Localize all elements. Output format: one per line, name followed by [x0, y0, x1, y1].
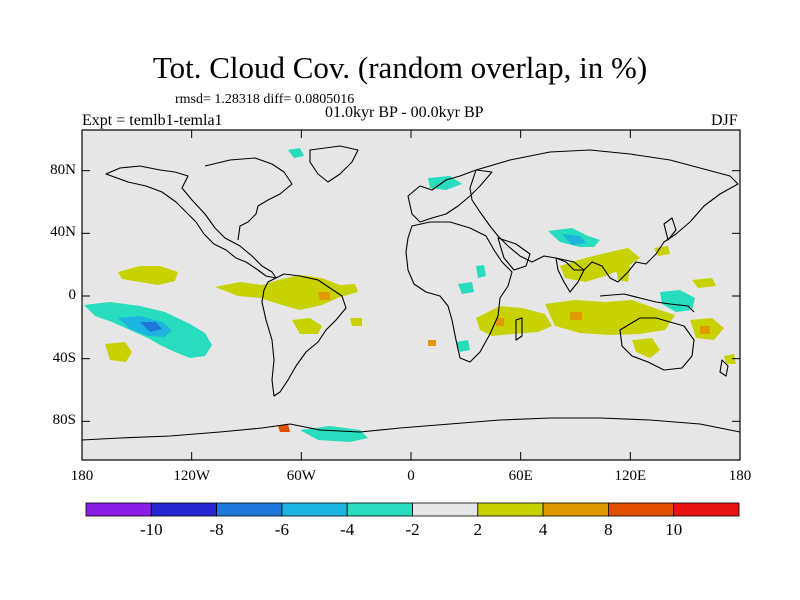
anomaly-greenland-negative	[288, 148, 304, 158]
coast-arabia	[497, 237, 531, 271]
anomaly-arabia-negative	[476, 265, 486, 278]
anomaly-zambia-positive	[496, 318, 504, 326]
coast-asia	[469, 149, 739, 283]
anomaly-africa-positive	[476, 306, 552, 336]
anomaly-samerica-positive	[215, 275, 358, 310]
lon-label: 180	[728, 468, 752, 484]
anomaly-indian-positive	[545, 300, 675, 335]
colorbar-segment	[85, 502, 152, 517]
coast-madagascar	[515, 317, 523, 341]
anomaly-atlantic-positive	[350, 318, 362, 326]
coast-seasia-islands	[599, 293, 695, 313]
colorbar-segment	[542, 502, 609, 517]
anomaly-kamchatka-positive	[692, 278, 716, 288]
coast-australia	[619, 317, 695, 371]
stats-text: rmsd= 1.28318 diff= 0.0805016	[175, 92, 355, 107]
anomaly-brazil-positive	[292, 318, 322, 334]
coast-africa	[405, 221, 513, 363]
lon-label: 0	[407, 468, 415, 484]
anomaly-antarctic-positive	[278, 424, 290, 432]
coastlines	[81, 145, 741, 441]
lon-label: 120E	[614, 468, 647, 484]
anomaly-pacific-south-positive	[105, 342, 132, 362]
coast-new-zealand	[719, 359, 729, 377]
anomaly-indonesia-negative	[660, 290, 695, 312]
colorbar-label: 4	[538, 520, 548, 539]
coast-europe	[407, 169, 493, 223]
anomaly-asia-core	[562, 234, 586, 245]
lat-label: 40N	[50, 224, 76, 241]
anomaly-pacific-deep	[140, 322, 162, 332]
colorbar-segment	[216, 502, 283, 517]
coast-south-america	[261, 273, 347, 397]
coast-north-america	[105, 165, 277, 279]
anomaly-southern-negative	[300, 426, 368, 442]
anomaly-nz-positive	[724, 354, 736, 364]
colorbar-label: 10	[665, 520, 683, 539]
lon-label: 120W	[173, 468, 210, 484]
anomaly-atlantic-negative	[458, 282, 474, 294]
map-field	[82, 130, 740, 460]
lon-label: 60W	[286, 468, 316, 484]
colorbar-label: 2	[473, 520, 483, 539]
colorbar-segment	[477, 502, 544, 517]
coast-greenland	[309, 145, 359, 183]
lon-label: 180	[70, 468, 94, 484]
lat-label: 0	[68, 287, 77, 303]
lat-label: 80S	[52, 412, 76, 429]
coast-antarctica	[81, 417, 741, 441]
anomaly-samerica-core	[318, 292, 330, 300]
colorbar-label: -10	[139, 520, 163, 539]
anomaly-madagascar-positive	[428, 340, 436, 346]
lat-label: 40S	[52, 349, 76, 366]
anomaly-japan-positive	[654, 246, 670, 256]
colorbar-segment	[673, 502, 740, 517]
map-frame	[81, 129, 741, 461]
anomaly-trop-pacific-positive	[118, 266, 178, 285]
colorbar-label: -2	[405, 520, 420, 539]
colorbar-label: -8	[209, 520, 224, 539]
coast-japan	[663, 217, 677, 241]
colorbar-segment	[150, 502, 218, 517]
period-text: 01.0kyr BP - 00.0kyr BP	[325, 104, 484, 121]
colorbar-label: 8	[604, 520, 613, 539]
anomaly-india-positive	[615, 262, 630, 282]
anomaly-indian-core	[570, 312, 582, 320]
lat-label: 80N	[50, 161, 76, 178]
colorbar	[85, 502, 740, 517]
colorbar-label: -6	[274, 520, 289, 539]
colorbar-segment	[281, 502, 348, 517]
experiment-label: Expt = temlb1-temla1	[82, 112, 223, 129]
map-title: Tot. Cloud Cov. (random overlap, in %)	[152, 50, 648, 85]
anomaly-australia-positive	[632, 338, 660, 358]
colorbar-segment	[412, 502, 479, 517]
coast-north-america-east	[204, 157, 293, 241]
colorbar-segment	[608, 502, 675, 517]
season-label: DJF	[711, 112, 738, 129]
anomaly-namibia-negative	[456, 340, 470, 352]
anomaly-shading	[84, 148, 736, 442]
coast-india	[555, 257, 585, 293]
lon-label: 60E	[508, 468, 533, 484]
colorbar-segment	[346, 502, 413, 517]
colorbar-label: -4	[340, 520, 355, 539]
anomaly-swpacific-core	[700, 326, 710, 334]
